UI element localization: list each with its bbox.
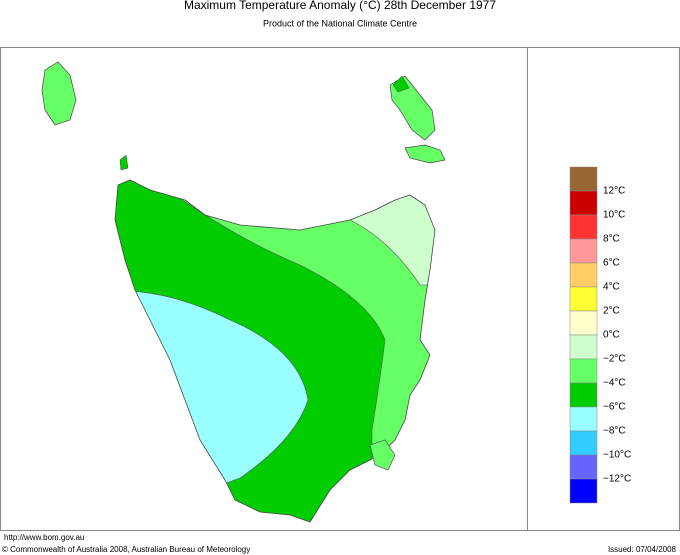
legend-swatch bbox=[569, 262, 598, 288]
legend-swatch bbox=[569, 214, 598, 240]
cape-barren-island bbox=[404, 144, 446, 164]
legend-label: −8°C bbox=[603, 426, 626, 437]
king-island bbox=[41, 61, 77, 126]
legend-swatch bbox=[569, 334, 598, 360]
legend-label: 2°C bbox=[603, 306, 620, 317]
title: Maximum Temperature Anomaly (°C) 28th De… bbox=[184, 0, 496, 12]
legend-swatch bbox=[569, 406, 598, 432]
legend-swatch bbox=[569, 478, 598, 504]
legend-label: 10°C bbox=[603, 210, 625, 221]
issued: Issued: 07/04/2008 bbox=[608, 545, 677, 554]
flinders-island bbox=[389, 75, 436, 141]
legend-swatch bbox=[569, 286, 598, 312]
copyright: © Commonwealth of Australia 2008, Austra… bbox=[2, 545, 250, 554]
legend-label: 12°C bbox=[603, 186, 625, 197]
tasmania bbox=[115, 180, 435, 522]
legend: 12°C 10°C 8°C 6°C 4°C 2°C 0°C −2°C −4°C −6°C −8°C −… bbox=[569, 166, 631, 504]
legend-label: 0°C bbox=[603, 330, 620, 341]
legend-swatch bbox=[569, 382, 598, 408]
legend-label: 6°C bbox=[603, 258, 620, 269]
subtitle: Product of the National Climate Centre bbox=[263, 18, 417, 28]
legend-label: −12°C bbox=[603, 474, 631, 485]
legend-label: −6°C bbox=[603, 402, 626, 413]
flinders-north bbox=[392, 75, 410, 93]
legend-swatch bbox=[569, 358, 598, 384]
legend-label: −10°C bbox=[603, 450, 631, 461]
url: http://www.bom.gov.au bbox=[4, 533, 84, 542]
coastline bbox=[114, 179, 436, 523]
legend-label: 4°C bbox=[603, 282, 620, 293]
legend-swatch bbox=[569, 190, 598, 216]
legend-swatch bbox=[569, 238, 598, 264]
islet bbox=[119, 154, 129, 171]
legend-swatch bbox=[569, 454, 598, 480]
legend-label: −4°C bbox=[603, 378, 626, 389]
legend-label: 8°C bbox=[603, 234, 620, 245]
legend-swatch bbox=[569, 166, 598, 192]
legend-swatch bbox=[569, 430, 598, 456]
legend-swatch bbox=[569, 310, 598, 336]
legend-label: −2°C bbox=[603, 354, 626, 365]
bruny-island bbox=[369, 439, 396, 471]
